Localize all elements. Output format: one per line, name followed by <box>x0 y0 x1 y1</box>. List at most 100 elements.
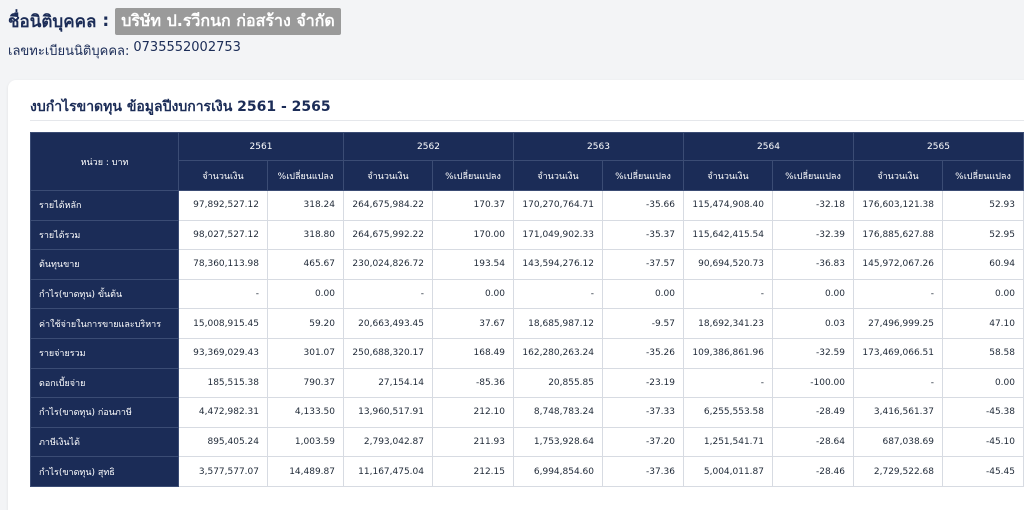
amount-cell: 3,577,577.07 <box>178 456 268 487</box>
amount-cell: 93,369,029.43 <box>178 337 268 369</box>
change-cell: 170.37 <box>432 190 514 221</box>
amount-cell: - <box>683 367 773 399</box>
change-cell: 52.95 <box>942 219 1024 251</box>
change-cell: 318.80 <box>267 219 344 251</box>
amount-cell: - <box>683 278 773 310</box>
company-header: ชื่อนิติบุคคล : บริษัท ป.รวีกนก ก่อสร้าง… <box>8 7 341 61</box>
amount-cell: 98,027,527.12 <box>178 219 268 251</box>
change-cell: 52.93 <box>942 190 1024 221</box>
amount-cell: 90,694,520.73 <box>683 249 773 280</box>
amount-cell: 15,008,915.45 <box>178 308 268 339</box>
change-cell: 0.00 <box>267 278 344 310</box>
change-header: %เปลี่ยนแปลง <box>942 160 1024 191</box>
change-cell: 318.24 <box>267 190 344 221</box>
change-cell: 0.00 <box>602 278 684 310</box>
change-cell: 212.15 <box>432 456 514 487</box>
change-header: %เปลี่ยนแปลง <box>267 160 344 191</box>
row-label: รายได้หลัก <box>30 190 179 221</box>
amount-cell: - <box>343 278 433 310</box>
change-header: %เปลี่ยนแปลง <box>772 160 854 191</box>
amount-cell: 176,885,627.88 <box>853 219 943 251</box>
change-cell: 0.00 <box>432 278 514 310</box>
year-header-row: หน่วย : บาท 2561 2562 2563 2564 2565 <box>30 132 1024 191</box>
row-label: กำไร(ขาดทุน) ก่อนภาษี <box>30 397 179 428</box>
change-cell: 47.10 <box>942 308 1024 339</box>
row-label: รายได้รวม <box>30 219 179 251</box>
amount-cell: 97,892,527.12 <box>178 190 268 221</box>
amount-cell: 170,270,764.71 <box>513 190 603 221</box>
income-statement-table: หน่วย : บาท 2561 2562 2563 2564 2565 จำน… <box>30 132 1024 487</box>
change-cell: 14,489.87 <box>267 456 344 487</box>
amount-cell: 20,855.85 <box>513 367 603 399</box>
year-header: 2565 <box>853 132 1024 161</box>
amount-cell: - <box>853 367 943 399</box>
change-cell: 0.00 <box>772 278 854 310</box>
company-label: ชื่อนิติบุคคล <box>8 11 97 32</box>
amount-cell: 687,038.69 <box>853 426 943 458</box>
registration-label: เลขทะเบียนนิติบุคคล: <box>8 44 130 59</box>
amount-cell: 2,793,042.87 <box>343 426 433 458</box>
change-cell: 0.00 <box>942 367 1024 399</box>
change-cell: 60.94 <box>942 249 1024 280</box>
amount-cell: - <box>853 278 943 310</box>
table-row: กำไร(ขาดทุน) ก่อนภาษี 4,472,982.31 4,133.5… <box>30 397 1024 428</box>
row-label: ภาษีเงินได้ <box>30 426 179 458</box>
change-cell: -32.39 <box>772 219 854 251</box>
year-header: 2562 <box>343 132 514 161</box>
year-header: 2563 <box>513 132 684 161</box>
amount-cell: 176,603,121.38 <box>853 190 943 221</box>
change-cell: -45.45 <box>942 456 1024 487</box>
change-cell: 212.10 <box>432 397 514 428</box>
amount-cell: 145,972,067.26 <box>853 249 943 280</box>
table-row: รายได้รวม 98,027,527.12 318.80 264,675,992.… <box>30 219 1024 251</box>
change-header: %เปลี่ยนแปลง <box>602 160 684 191</box>
change-cell: 1,003.59 <box>267 426 344 458</box>
table-row: กำไร(ขาดทุน) ขั้นต้น -0.00-0.00-0.00-0.00… <box>30 278 1024 310</box>
unit-label: หน่วย : บาท <box>30 132 179 191</box>
row-label: ดอกเบี้ยจ่าย <box>30 367 179 399</box>
change-cell: -23.19 <box>602 367 684 399</box>
year-header: 2564 <box>683 132 854 161</box>
change-cell: 790.37 <box>267 367 344 399</box>
company-colon: : <box>102 11 110 31</box>
change-cell: -45.38 <box>942 397 1024 428</box>
row-label: ค่าใช้จ่ายในการขายและบริหาร <box>30 308 179 339</box>
table-row: ภาษีเงินได้ 895,405.24 1,003.59 2,793,042.8… <box>30 426 1024 458</box>
change-cell: 0.03 <box>772 308 854 339</box>
amount-cell: 264,675,992.22 <box>343 219 433 251</box>
row-label: รายจ่ายรวม <box>30 337 179 369</box>
change-cell: 58.58 <box>942 337 1024 369</box>
amount-cell: 185,515.38 <box>178 367 268 399</box>
amount-cell: 264,675,984.22 <box>343 190 433 221</box>
table-row: ค่าใช้จ่ายในการขายและบริหาร 15,008,915.45… <box>30 308 1024 339</box>
change-cell: -36.83 <box>772 249 854 280</box>
table-row: รายจ่ายรวม 93,369,029.43 301.07 250,688,320… <box>30 337 1024 369</box>
income-statement-card: งบกำไรขาดทุน ข้อมูลปีงบการเงิน 2561 - 25… <box>8 80 1024 510</box>
amount-cell: 27,154.14 <box>343 367 433 399</box>
amount-header: จำนวนเงิน <box>683 160 773 191</box>
change-cell: -28.49 <box>772 397 854 428</box>
amount-cell: 230,024,826.72 <box>343 249 433 280</box>
amount-cell: 5,004,011.87 <box>683 456 773 487</box>
amount-header: จำนวนเงิน <box>853 160 943 191</box>
company-name-line: ชื่อนิติบุคคล : บริษัท ป.รวีกนก ก่อสร้าง… <box>8 7 341 35</box>
amount-cell: 18,692,341.23 <box>683 308 773 339</box>
card-divider <box>30 120 1024 121</box>
amount-header: จำนวนเงิน <box>343 160 433 191</box>
company-name: บริษัท ป.รวีกนก ก่อสร้าง จำกัด <box>115 7 341 35</box>
amount-cell: 895,405.24 <box>178 426 268 458</box>
row-label: กำไร(ขาดทุน) ขั้นต้น <box>30 278 179 310</box>
change-cell: 170.00 <box>432 219 514 251</box>
change-cell: -37.36 <box>602 456 684 487</box>
change-header: %เปลี่ยนแปลง <box>432 160 514 191</box>
amount-cell: 173,469,066.51 <box>853 337 943 369</box>
table-row: ดอกเบี้ยจ่าย 185,515.38 790.37 27,154.14 -85… <box>30 367 1024 399</box>
amount-cell: 109,386,861.96 <box>683 337 773 369</box>
change-cell: -37.57 <box>602 249 684 280</box>
amount-cell: 20,663,493.45 <box>343 308 433 339</box>
amount-cell: - <box>513 278 603 310</box>
table-body: รายได้หลัก 97,892,527.12 318.24 264,675,984… <box>30 190 1024 487</box>
amount-cell: 115,474,908.40 <box>683 190 773 221</box>
change-cell: 59.20 <box>267 308 344 339</box>
amount-cell: 6,255,553.58 <box>683 397 773 428</box>
